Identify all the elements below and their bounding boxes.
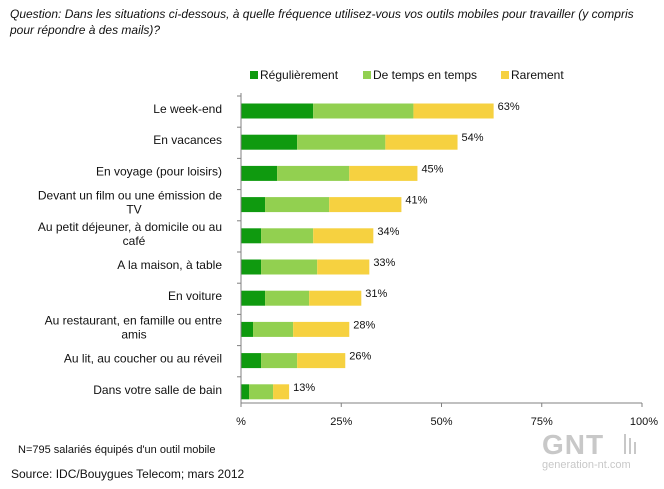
total-label-7: 31%	[365, 288, 387, 300]
bar-segment-r3-s1	[241, 165, 278, 181]
x-tick-label-1: %	[236, 416, 246, 428]
gnt-watermark-logo: GNT generation-nt.com	[542, 429, 636, 471]
legend-swatch-1	[250, 71, 258, 79]
bar-segment-r3-s3	[349, 165, 418, 181]
sample-note: N=795 salariés équipés d'un outil mobile	[18, 444, 216, 456]
bar-segment-r1-s1	[241, 103, 314, 119]
category-label-10: Dans votre salle de bain	[93, 383, 222, 397]
x-tick-label-5: 100%	[630, 416, 658, 428]
bar-segment-r6-s2	[261, 259, 318, 275]
x-tick-label-2: 25%	[330, 416, 352, 428]
source-note: Source: IDC/Bouygues Telecom; mars 2012	[11, 467, 245, 481]
bar-segment-r7-s1	[241, 290, 266, 306]
legend-label-2: De temps en temps	[373, 68, 477, 82]
watermark-bar-1	[624, 434, 626, 454]
watermark-site: generation-nt.com	[542, 459, 631, 471]
total-label-6: 33%	[373, 257, 395, 269]
question-text: Question: Dans les situations ci-dessous…	[10, 7, 634, 37]
total-label-3: 45%	[421, 163, 443, 175]
bar-segment-r4-s3	[329, 197, 402, 213]
bar-segment-r10-s1	[241, 384, 250, 400]
bar-segment-r7-s3	[309, 290, 362, 306]
category-label-4: Devant un film ou une émission de TV	[38, 189, 222, 217]
category-label-5: Au petit déjeuner, à domicile ou au café	[38, 220, 222, 248]
watermark-bar-3	[634, 442, 636, 454]
bar-segment-r6-s3	[317, 259, 370, 275]
bar-segment-r6-s1	[241, 259, 262, 275]
total-label-4: 41%	[405, 195, 427, 207]
bar-segment-r9-s1	[241, 353, 262, 369]
bar-segment-r8-s2	[253, 321, 294, 337]
total-labels: 63% 54% 45% 41% 34% 33% 31% 28% 26% 13%	[293, 101, 520, 394]
total-label-2: 54%	[462, 132, 484, 144]
total-label-5: 34%	[377, 226, 399, 238]
bar-segment-r10-s3	[273, 384, 290, 400]
bars	[241, 103, 494, 400]
total-label-9: 26%	[349, 351, 371, 363]
bar-segment-r5-s2	[261, 228, 314, 244]
category-label-1: Le week-end	[153, 102, 222, 116]
bar-segment-r9-s2	[261, 353, 298, 369]
bar-segment-r1-s2	[313, 103, 414, 119]
category-label-3: En voyage (pour loisirs)	[96, 164, 222, 178]
bar-segment-r7-s2	[265, 290, 310, 306]
bar-segment-r4-s1	[241, 197, 266, 213]
x-tick-label-3: 50%	[430, 416, 452, 428]
bar-segment-r2-s3	[385, 134, 458, 150]
bar-segment-r9-s3	[297, 353, 346, 369]
bar-segment-r5-s3	[313, 228, 374, 244]
legend-label-1: Régulièrement	[260, 68, 339, 82]
watermark-brand: GNT	[542, 429, 604, 460]
bar-segment-r5-s1	[241, 228, 262, 244]
watermark-bar-2	[629, 438, 631, 454]
x-axis: % 25% 50% 75% 100%	[236, 93, 658, 428]
bar-segment-r8-s1	[241, 321, 254, 337]
x-tick-label-4: 75%	[531, 416, 553, 428]
chart-legend: Régulièrement De temps en temps Rarement	[250, 68, 564, 82]
bar-segment-r2-s2	[297, 134, 386, 150]
bar-segment-r3-s2	[277, 165, 350, 181]
total-label-1: 63%	[498, 101, 520, 113]
legend-swatch-3	[501, 71, 509, 79]
bar-segment-r2-s1	[241, 134, 298, 150]
category-label-8: Au restaurant, en famille ou entre amis	[45, 313, 223, 341]
category-label-6: A la maison, à table	[117, 258, 222, 272]
category-label-7: En voiture	[168, 289, 222, 303]
legend-label-3: Rarement	[511, 68, 564, 82]
category-labels: Le week-end En vacances En voyage (pour lo…	[38, 102, 222, 397]
legend-swatch-2	[363, 71, 371, 79]
total-label-10: 13%	[293, 382, 315, 394]
category-label-2: En vacances	[153, 133, 222, 147]
category-label-9: Au lit, au coucher ou au réveil	[64, 352, 222, 366]
bar-segment-r8-s3	[293, 321, 350, 337]
bar-segment-r1-s3	[413, 103, 494, 119]
total-label-8: 28%	[353, 319, 375, 331]
bar-segment-r10-s2	[249, 384, 274, 400]
bar-segment-r4-s2	[265, 197, 330, 213]
